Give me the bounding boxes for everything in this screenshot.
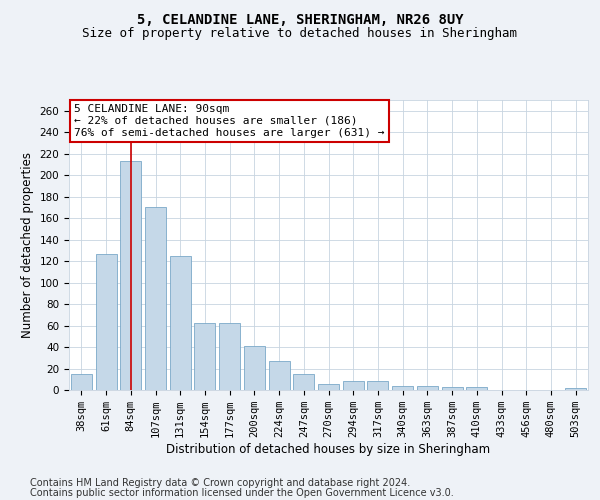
Bar xyxy=(269,361,290,390)
Text: Contains HM Land Registry data © Crown copyright and database right 2024.: Contains HM Land Registry data © Crown c… xyxy=(30,478,410,488)
Bar xyxy=(417,386,438,390)
Y-axis label: Number of detached properties: Number of detached properties xyxy=(21,152,34,338)
Bar xyxy=(343,382,364,390)
Bar xyxy=(219,324,240,390)
Text: 5, CELANDINE LANE, SHERINGHAM, NR26 8UY: 5, CELANDINE LANE, SHERINGHAM, NR26 8UY xyxy=(137,12,463,26)
Bar xyxy=(244,346,265,390)
Bar xyxy=(95,254,116,390)
Text: Contains public sector information licensed under the Open Government Licence v3: Contains public sector information licen… xyxy=(30,488,454,498)
Text: 5 CELANDINE LANE: 90sqm
← 22% of detached houses are smaller (186)
76% of semi-d: 5 CELANDINE LANE: 90sqm ← 22% of detache… xyxy=(74,104,385,138)
Bar xyxy=(442,387,463,390)
Text: Size of property relative to detached houses in Sheringham: Size of property relative to detached ho… xyxy=(83,28,517,40)
Bar xyxy=(293,374,314,390)
Bar xyxy=(318,384,339,390)
Bar xyxy=(466,387,487,390)
Bar xyxy=(145,208,166,390)
Bar xyxy=(392,386,413,390)
Bar xyxy=(565,388,586,390)
Bar xyxy=(71,374,92,390)
Bar xyxy=(194,324,215,390)
X-axis label: Distribution of detached houses by size in Sheringham: Distribution of detached houses by size … xyxy=(166,443,491,456)
Bar xyxy=(120,161,141,390)
Bar xyxy=(367,382,388,390)
Bar xyxy=(170,256,191,390)
